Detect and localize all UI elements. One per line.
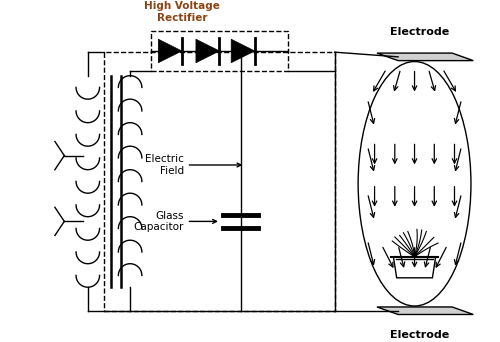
Text: Electrode: Electrode	[390, 27, 449, 37]
Polygon shape	[196, 39, 220, 63]
Text: Glass
Capacitor: Glass Capacitor	[134, 211, 184, 232]
Polygon shape	[377, 307, 474, 315]
Polygon shape	[158, 39, 182, 63]
Text: High Voltage
Rectifier: High Voltage Rectifier	[144, 1, 220, 23]
Polygon shape	[231, 39, 254, 63]
Bar	[104, 52, 334, 311]
Bar	[152, 31, 288, 71]
Text: Electrode: Electrode	[390, 330, 449, 341]
Polygon shape	[377, 53, 474, 61]
Text: Electric
Field: Electric Field	[146, 154, 184, 176]
